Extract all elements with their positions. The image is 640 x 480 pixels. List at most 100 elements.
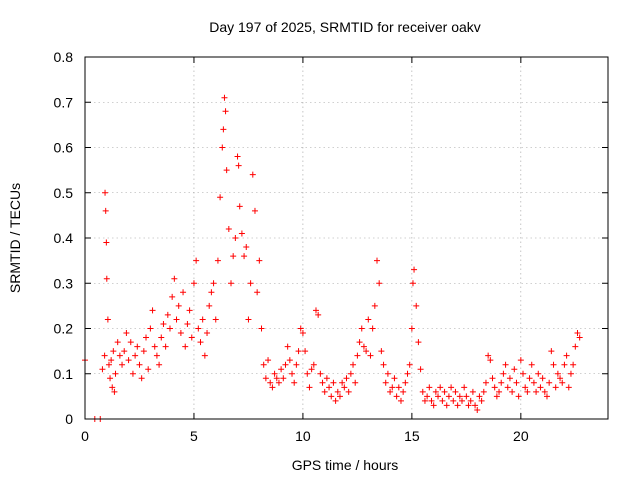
- data-point: [289, 370, 296, 377]
- data-point: [424, 393, 431, 400]
- data-point: [111, 388, 118, 395]
- y-tick-label: 0.2: [54, 321, 74, 337]
- data-point: [105, 361, 112, 368]
- data-point: [535, 370, 542, 377]
- data-point: [428, 397, 435, 404]
- data-point: [341, 384, 348, 391]
- x-tick-label: 15: [404, 428, 420, 444]
- data-point: [273, 375, 280, 382]
- data-point: [395, 384, 402, 391]
- data-point: [182, 343, 189, 350]
- data-point: [125, 357, 132, 364]
- data-point: [513, 379, 520, 386]
- data-point: [380, 361, 387, 368]
- data-point: [502, 361, 509, 368]
- data-point: [409, 280, 416, 287]
- y-tick-label: 0.8: [54, 49, 74, 65]
- data-point: [402, 379, 409, 386]
- data-point: [506, 375, 513, 382]
- data-point: [530, 379, 537, 386]
- data-point: [201, 352, 208, 359]
- y-tick-label: 0.3: [54, 275, 74, 291]
- data-point: [265, 357, 272, 364]
- data-point: [365, 316, 372, 323]
- data-point: [489, 375, 496, 382]
- data-point: [541, 388, 548, 395]
- data-point: [389, 384, 396, 391]
- data-point: [112, 370, 119, 377]
- y-tick-label: 0.6: [54, 140, 74, 156]
- data-point: [363, 348, 370, 355]
- data-point: [393, 393, 400, 400]
- data-point: [206, 302, 213, 309]
- data-point: [156, 361, 163, 368]
- data-point: [533, 388, 540, 395]
- data-point: [480, 388, 487, 395]
- data-point: [384, 370, 391, 377]
- data-point: [391, 375, 398, 382]
- data-point: [116, 352, 123, 359]
- data-point: [293, 361, 300, 368]
- data-point: [524, 388, 531, 395]
- data-point: [119, 361, 126, 368]
- data-point: [323, 375, 330, 382]
- data-point: [186, 307, 193, 314]
- data-point: [208, 289, 215, 296]
- data-point: [565, 384, 572, 391]
- data-point: [188, 334, 195, 341]
- data-point: [243, 244, 250, 251]
- data-point: [500, 370, 507, 377]
- data-point: [397, 397, 404, 404]
- data-point: [238, 230, 245, 237]
- data-point: [469, 388, 476, 395]
- data-point: [498, 379, 505, 386]
- data-point: [572, 343, 579, 350]
- data-point: [247, 280, 254, 287]
- data-point: [190, 280, 197, 287]
- data-point: [249, 171, 256, 178]
- data-point: [254, 289, 261, 296]
- data-point: [308, 366, 315, 373]
- data-point: [328, 393, 335, 400]
- data-point: [450, 397, 457, 404]
- data-point: [140, 348, 147, 355]
- data-point: [127, 339, 134, 346]
- data-point: [234, 153, 241, 160]
- data-point: [162, 343, 169, 350]
- data-point: [110, 348, 117, 355]
- data-point: [413, 302, 420, 309]
- data-point: [241, 253, 248, 260]
- data-point: [102, 207, 109, 214]
- y-tick-label: 0.4: [54, 230, 74, 246]
- data-point: [376, 280, 383, 287]
- data-point: [465, 402, 472, 409]
- data-point: [145, 366, 152, 373]
- data-point: [319, 379, 326, 386]
- data-point: [262, 375, 269, 382]
- data-point: [336, 393, 343, 400]
- data-point: [347, 370, 354, 377]
- data-point: [297, 325, 304, 332]
- data-point: [220, 126, 227, 133]
- data-point: [458, 397, 465, 404]
- data-point: [330, 379, 337, 386]
- data-point: [230, 253, 237, 260]
- data-point: [158, 334, 165, 341]
- data-point: [236, 203, 243, 210]
- data-point: [371, 302, 378, 309]
- data-point: [408, 325, 415, 332]
- data-point: [280, 375, 287, 382]
- data-point: [299, 330, 306, 337]
- data-point: [278, 366, 285, 373]
- data-point: [326, 384, 333, 391]
- data-point: [517, 357, 524, 364]
- data-point: [432, 388, 439, 395]
- data-point: [225, 225, 232, 232]
- data-point: [546, 379, 553, 386]
- y-tick-label: 0.7: [54, 94, 74, 110]
- data-point: [151, 343, 158, 350]
- data-point: [463, 393, 470, 400]
- data-point: [245, 316, 252, 323]
- data-point: [260, 361, 267, 368]
- data-point: [522, 384, 529, 391]
